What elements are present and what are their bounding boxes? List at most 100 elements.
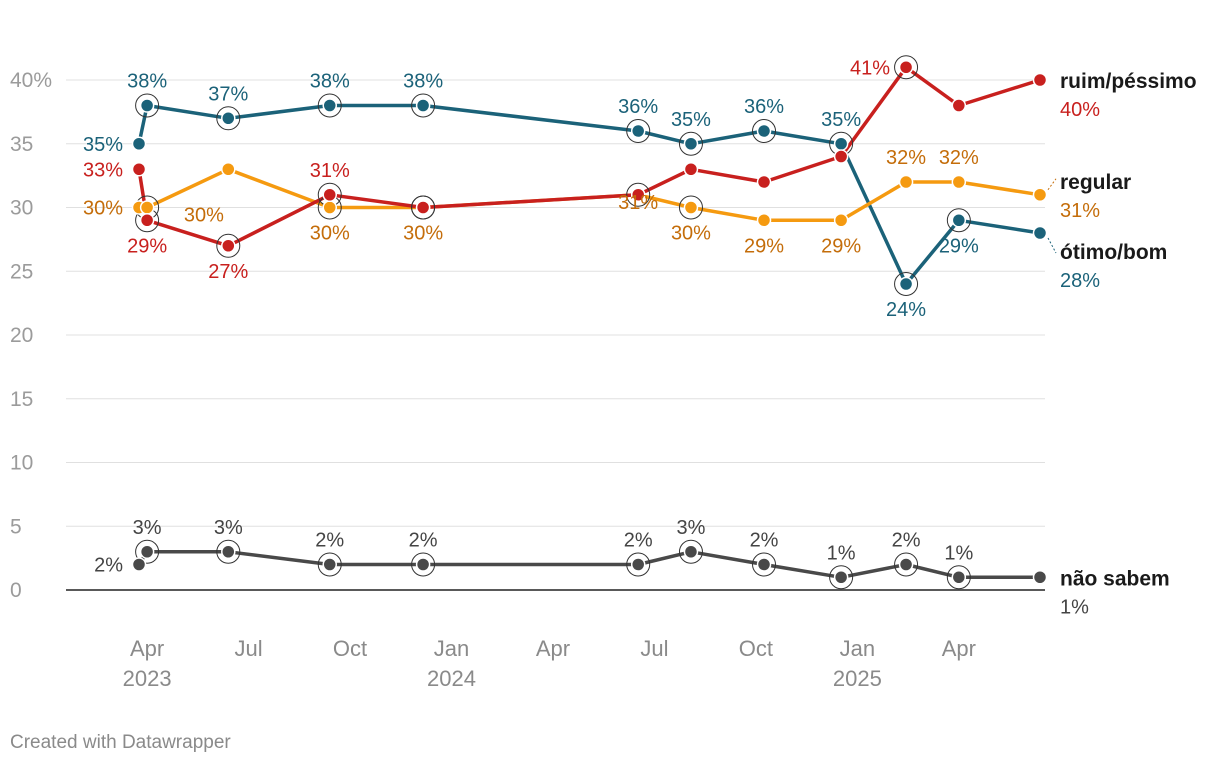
data-label-regular-9: 32% <box>886 147 926 169</box>
point-ring-nao-sabem-8 <box>829 565 854 590</box>
data-label-nao-sabem-2: 3% <box>214 517 243 539</box>
point-regular-2 <box>221 162 236 177</box>
data-label-regular-extra-0: 30% <box>184 205 224 227</box>
data-label-ruim-pessimo-0: 33% <box>83 159 123 181</box>
x-tick-label-2: Oct <box>333 636 367 661</box>
point-regular-1 <box>139 200 155 215</box>
series-name-regular: regular <box>1060 171 1131 194</box>
point-ring-ruim-pessimo-9 <box>894 55 919 80</box>
point-otimo-bom-9 <box>898 276 914 292</box>
y-tick-label-20: 20 <box>10 324 33 347</box>
point-ring-ruim-pessimo-4 <box>411 195 436 220</box>
data-label-otimo-bom-7: 36% <box>744 96 784 118</box>
x-tick-label-6: Oct <box>739 636 773 661</box>
point-nao-sabem-5 <box>630 557 646 572</box>
point-ring-nao-sabem-10 <box>946 565 971 590</box>
point-otimo-bom-11 <box>1032 225 1048 241</box>
point-ruim-pessimo-4 <box>415 200 431 215</box>
series-lines <box>137 65 1042 580</box>
point-ring-otimo-bom-5 <box>626 119 651 143</box>
point-ring-otimo-bom-3 <box>317 93 342 118</box>
point-nao-sabem-11 <box>1032 570 1048 585</box>
point-regular-6 <box>683 200 699 215</box>
data-label-regular-7: 29% <box>744 235 784 257</box>
data-label-nao-sabem-8: 1% <box>827 542 856 564</box>
point-ring-nao-sabem-6 <box>678 539 703 564</box>
data-label-nao-sabem-5: 2% <box>624 530 653 552</box>
point-ruim-pessimo-0 <box>131 162 147 177</box>
point-ring-nao-sabem-3 <box>317 552 342 577</box>
point-ring-ruim-pessimo-5 <box>626 182 651 207</box>
data-label-nao-sabem-10: 1% <box>944 542 973 564</box>
point-nao-sabem-1 <box>139 544 155 559</box>
gridlines <box>66 79 1045 527</box>
data-label-nao-sabem-4: 2% <box>409 530 438 552</box>
data-label-nao-sabem-9: 2% <box>892 530 921 552</box>
series-end-value-otimo-bom: 28% <box>1060 270 1100 292</box>
data-label-otimo-bom-3: 38% <box>310 71 350 93</box>
series-points <box>131 60 1048 585</box>
point-ring-otimo-bom-4 <box>411 93 436 118</box>
series-end-value-nao-sabem: 1% <box>1060 596 1089 618</box>
data-label-otimo-bom-5: 36% <box>618 96 658 118</box>
footer-credit: Created with Datawrapper <box>10 732 231 753</box>
point-ruim-pessimo-2 <box>221 238 236 253</box>
end-connector-otimo-bom <box>1047 237 1057 254</box>
series-end-labels: ótimo/bom 28% regular 31% ruim/péssimo 40% não… <box>1047 70 1197 618</box>
data-labels: 35%38%37%38% 38%36%35%36%35%24%29%30%30% 3… <box>83 57 979 576</box>
point-ruim-pessimo-8 <box>833 149 849 164</box>
x-tick-label-4: Apr <box>536 636 570 661</box>
series-name-otimo-bom: ótimo/bom <box>1060 241 1167 264</box>
data-label-regular-6: 30% <box>671 223 711 245</box>
data-label-nao-sabem-1: 3% <box>133 517 162 539</box>
point-otimo-bom-5 <box>630 123 646 139</box>
series-end-value-regular: 31% <box>1060 200 1100 222</box>
point-otimo-bom-3 <box>322 98 338 113</box>
data-label-nao-sabem-7: 2% <box>750 530 779 552</box>
point-otimo-bom-1 <box>139 98 155 113</box>
point-ruim-pessimo-9 <box>898 60 914 75</box>
point-ring-nao-sabem-5 <box>626 552 651 577</box>
data-label-nao-sabem-3: 2% <box>315 530 344 552</box>
point-ruim-pessimo-1 <box>139 213 155 228</box>
series-name-nao-sabem: não sabem <box>1060 567 1170 590</box>
point-ruim-pessimo-3 <box>322 187 338 202</box>
point-otimo-bom-7 <box>756 123 772 139</box>
point-nao-sabem-2 <box>221 544 236 559</box>
y-tick-label-5: 5 <box>10 515 22 538</box>
x-tick-label-7: Jan <box>840 636 875 661</box>
point-ruim-pessimo-5 <box>630 187 646 202</box>
point-ruim-pessimo-7 <box>756 174 772 190</box>
data-label-otimo-bom-1: 38% <box>127 71 167 93</box>
point-ring-otimo-bom-9 <box>894 272 919 296</box>
series-line-otimo-bom <box>137 103 1042 286</box>
x-tick-year-2025: 2025 <box>833 666 882 691</box>
point-ring-otimo-bom-2 <box>216 106 241 131</box>
y-tick-label-15: 15 <box>10 388 33 411</box>
point-ring-otimo-bom-10 <box>946 208 971 233</box>
point-ring-ruim-pessimo-2 <box>216 233 241 258</box>
point-ring-nao-sabem-9 <box>894 552 919 577</box>
data-label-ruim-pessimo-3: 31% <box>310 160 350 182</box>
data-label-nao-sabem-0: 2% <box>94 555 123 577</box>
point-nao-sabem-7 <box>756 557 772 572</box>
y-tick-label-10: 10 <box>10 452 33 475</box>
point-regular-3 <box>322 200 338 215</box>
x-tick-label-3: Jan <box>434 636 469 661</box>
point-ruim-pessimo-11 <box>1032 72 1048 88</box>
data-label-otimo-bom-0: 35% <box>83 134 123 156</box>
point-ring-nao-sabem-2 <box>216 539 241 564</box>
point-ring-otimo-bom-1 <box>135 93 160 118</box>
point-otimo-bom-8 <box>833 136 849 151</box>
data-label-ruim-pessimo-2: 27% <box>208 261 248 283</box>
point-otimo-bom-0 <box>131 136 147 151</box>
point-regular-8 <box>833 213 849 228</box>
point-nao-sabem-3 <box>322 557 338 572</box>
x-tick-label-0: Apr <box>130 636 164 661</box>
point-nao-sabem-9 <box>898 557 914 572</box>
point-ring-otimo-bom-6 <box>678 131 703 156</box>
point-nao-sabem-4 <box>415 557 431 572</box>
point-ring-regular-6 <box>678 195 703 220</box>
end-connector-regular <box>1047 178 1057 191</box>
point-ring-otimo-bom-7 <box>752 119 777 143</box>
